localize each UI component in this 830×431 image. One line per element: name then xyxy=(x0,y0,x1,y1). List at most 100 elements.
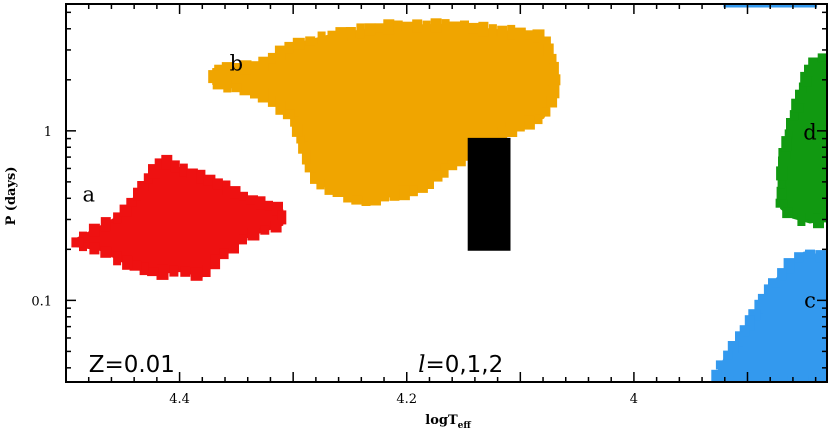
region-d-tile xyxy=(776,166,788,181)
region-c-tile xyxy=(822,322,827,336)
region-b-tile xyxy=(231,83,242,93)
region-b-tile xyxy=(332,187,345,197)
region-b-tile xyxy=(214,64,223,74)
region-a-tile xyxy=(161,154,173,170)
region-b-tile xyxy=(523,115,535,130)
region-a-tile xyxy=(88,223,100,237)
region-a-tile xyxy=(203,174,216,186)
region-c-tile xyxy=(754,299,764,314)
region-c-tile xyxy=(815,250,827,263)
region-c-tile xyxy=(798,377,809,382)
region-a-tile xyxy=(133,187,141,201)
region-a-tile xyxy=(180,266,191,277)
region-b-tile xyxy=(282,109,295,120)
region-d-tile xyxy=(823,171,827,185)
region-b-tile xyxy=(274,45,286,61)
region-b-tile xyxy=(212,79,224,90)
region-a-tile xyxy=(126,197,137,207)
region-b-tile xyxy=(327,30,337,41)
region-a-tile xyxy=(247,227,260,241)
region-c-tile xyxy=(722,375,734,382)
region-d-tile xyxy=(822,118,827,129)
region-b-tile xyxy=(284,41,294,54)
region-b-tile xyxy=(393,20,403,33)
degree-annotation: l=0,1,2 xyxy=(418,352,503,378)
region-b-tile xyxy=(422,20,431,31)
region-b-tile xyxy=(290,116,300,127)
region-b-tile xyxy=(345,27,356,38)
region-d-tile xyxy=(821,61,827,76)
region-b-tile xyxy=(548,53,557,64)
region-b-tile xyxy=(548,74,561,86)
region-b-tile xyxy=(370,192,381,206)
region-c-tile xyxy=(823,314,827,325)
region-a-tile xyxy=(119,204,132,217)
region-b-tile xyxy=(541,107,551,117)
region-b-tile xyxy=(441,19,450,33)
region-label-d: d xyxy=(803,120,816,144)
region-b-tile xyxy=(317,31,326,45)
region-d-tile xyxy=(800,71,812,87)
region-d-tile xyxy=(789,110,799,121)
region-d-tile xyxy=(778,156,787,171)
region-c-tile xyxy=(763,284,772,298)
region-a-tile xyxy=(169,265,179,277)
region-a-tile xyxy=(100,217,111,232)
region-b-tile xyxy=(239,83,252,96)
region-b-tile xyxy=(304,161,316,173)
region-a-tile xyxy=(210,254,221,270)
region-d-tile xyxy=(823,125,827,140)
region-b-tile xyxy=(408,185,418,197)
region-b-tile xyxy=(538,36,551,46)
region-b-tile xyxy=(258,56,269,71)
region-a-tile xyxy=(147,267,159,277)
region-b-tile xyxy=(440,163,449,178)
region-d-tile xyxy=(778,148,791,159)
region-d-tile xyxy=(822,54,827,65)
region-a-tile xyxy=(129,260,142,271)
region-c-tile xyxy=(744,315,755,331)
region-d-tile xyxy=(822,207,827,223)
y-tick-label: 1 xyxy=(44,125,52,140)
region-c-tile xyxy=(748,309,761,321)
region-a-tile xyxy=(186,168,198,179)
region-b-tile xyxy=(383,19,395,35)
region-d-tile xyxy=(813,213,824,229)
region-c-tile xyxy=(757,293,769,304)
region-b-tile xyxy=(431,170,443,182)
region-d-tile xyxy=(821,136,827,148)
axis-tick-labels: 4.4 4.2 4 0.1 1 xyxy=(31,125,638,407)
region-b-tile xyxy=(275,100,286,115)
region-d-tile xyxy=(786,118,797,131)
region-d-tile xyxy=(822,143,827,159)
region-b-tile xyxy=(524,30,534,40)
region-d-tile xyxy=(821,154,827,167)
region-d-tile xyxy=(798,82,807,94)
region-b-tile xyxy=(223,79,232,93)
region-b-tile xyxy=(324,180,335,195)
region-b-tile xyxy=(397,185,410,201)
region-b-tile xyxy=(356,23,365,39)
metallicity-annotation: Z=0.01 xyxy=(89,352,175,378)
region-a-tile xyxy=(89,242,100,255)
region-a-tile xyxy=(277,210,287,225)
region-b-tile xyxy=(296,134,305,144)
region-a-tile xyxy=(202,265,211,277)
degree-values: =0,1,2 xyxy=(425,352,503,378)
region-b-tile xyxy=(549,83,560,99)
region-b-tile xyxy=(250,83,259,99)
x-tick-label: 4.4 xyxy=(169,392,190,407)
region-c-tile xyxy=(821,334,827,344)
region-label-c: c xyxy=(804,288,816,312)
region-a-tile xyxy=(154,158,165,170)
region-b-tile xyxy=(447,160,458,171)
region-b-tile xyxy=(478,21,489,37)
region-d-tile xyxy=(808,57,821,70)
region-a-tile xyxy=(212,178,223,190)
region-c-tile xyxy=(822,275,827,288)
region-b-tile xyxy=(514,27,526,40)
region-c-tile xyxy=(821,302,827,317)
region-b-tile xyxy=(351,195,363,205)
region-a-tile xyxy=(260,225,270,235)
